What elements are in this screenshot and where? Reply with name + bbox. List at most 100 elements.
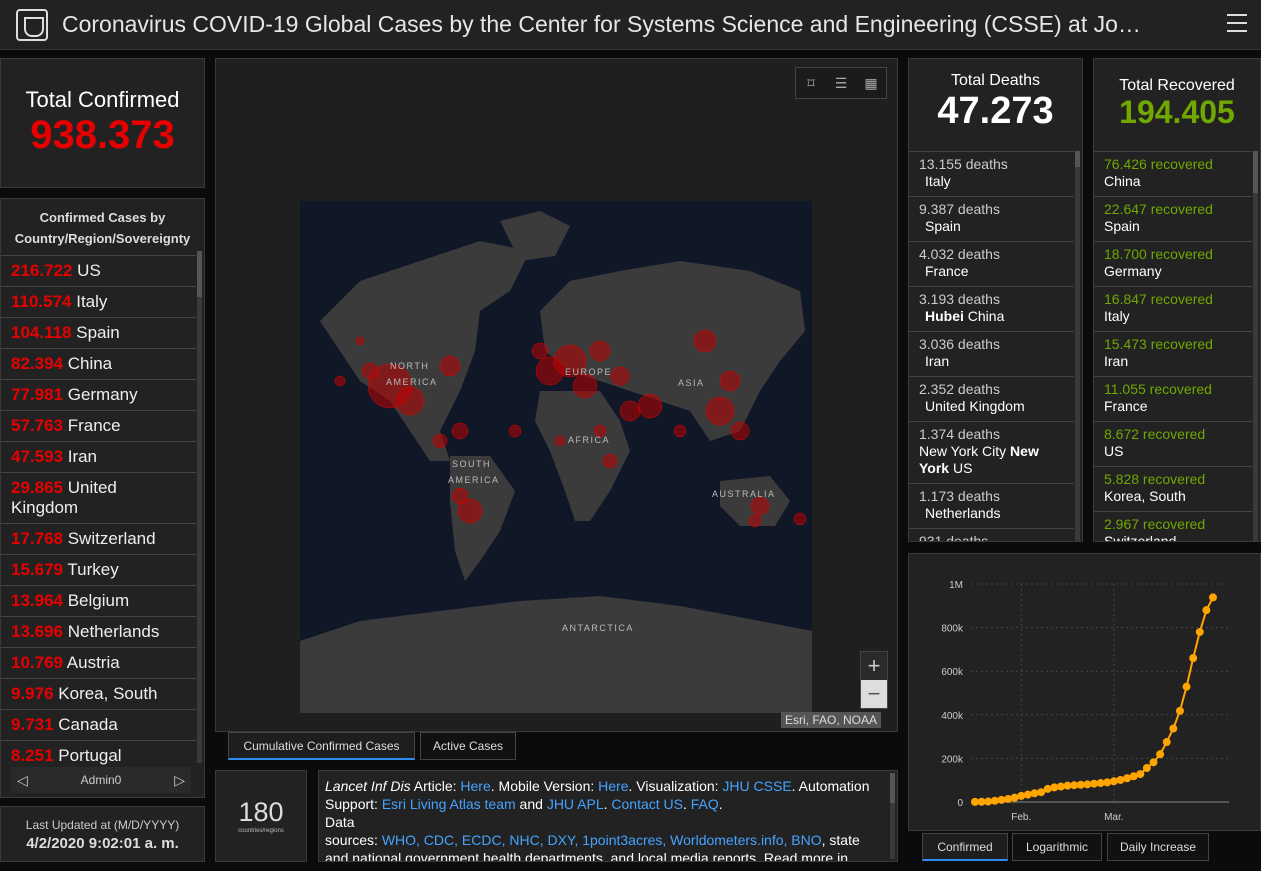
stat-list-item[interactable]: 1.173 deaths Netherlands xyxy=(909,483,1074,528)
country-list-item[interactable]: 8.251 Portugal xyxy=(1,740,196,765)
case-bubble xyxy=(750,496,770,516)
mobile-link[interactable]: Here xyxy=(598,778,629,794)
stat-list-item[interactable]: 22.647 recovered Spain xyxy=(1094,196,1252,241)
stat-list-item[interactable]: 1.374 deaths New York City New York US xyxy=(909,421,1074,483)
stat-list-item[interactable]: 11.055 recovered France xyxy=(1094,376,1252,421)
chart-point xyxy=(977,797,986,806)
country-list-item[interactable]: 9.976 Korea, South xyxy=(1,678,196,709)
stat-place: Iran xyxy=(925,353,950,369)
stat-list-item[interactable]: 9.387 deaths Spain xyxy=(909,196,1074,241)
country-count: 8.251 xyxy=(11,746,54,765)
chart-point xyxy=(1070,781,1079,790)
faq-link[interactable]: FAQ xyxy=(690,796,719,812)
hamburger-menu-icon[interactable] xyxy=(1227,14,1247,32)
admin-selector[interactable]: ◁ Admin0 ▷ xyxy=(11,767,191,793)
country-count: 15.679 xyxy=(11,560,63,579)
article-link[interactable]: Here xyxy=(460,778,491,794)
country-list-item[interactable]: 82.394 China xyxy=(1,348,196,379)
stat-place: New York City New York US xyxy=(919,443,1039,476)
case-bubble xyxy=(693,329,717,353)
stat-list-item[interactable]: 2.352 deaths United Kingdom xyxy=(909,376,1074,421)
jhu-csse-link[interactable]: JHU CSSE xyxy=(722,778,792,794)
info-scrollbar[interactable] xyxy=(890,773,895,859)
chart-x-tick-label: Mar. xyxy=(1104,812,1123,823)
country-list-item[interactable]: 110.574 Italy xyxy=(1,286,196,317)
stat-list-item[interactable]: 8.672 recovered US xyxy=(1094,421,1252,466)
country-list-item[interactable]: 216.722 US xyxy=(1,255,196,286)
case-bubble xyxy=(457,498,483,524)
stat-list-item[interactable]: 931 deaths xyxy=(909,528,1074,541)
stat-list-item[interactable]: 3.193 deaths Hubei China xyxy=(909,286,1074,331)
stat-list-item[interactable]: 3.036 deaths Iran xyxy=(909,331,1074,376)
map-region-label: AMERICA xyxy=(386,377,438,387)
country-name: Spain xyxy=(71,323,120,342)
country-list-item[interactable]: 47.593 Iran xyxy=(1,441,196,472)
south-america-shape xyxy=(450,456,515,581)
stat-list-item[interactable]: 15.473 recovered Iran xyxy=(1094,331,1252,376)
case-bubble xyxy=(451,487,469,505)
tab-active-cases[interactable]: Active Cases xyxy=(420,732,516,760)
stat-list-item[interactable]: 18.700 recovered Germany xyxy=(1094,241,1252,286)
tab-logarithmic[interactable]: Logarithmic xyxy=(1012,833,1102,861)
tab-cumulative-confirmed[interactable]: Cumulative Confirmed Cases xyxy=(228,732,415,760)
stat-count: 13.155 deaths xyxy=(919,156,1008,172)
jhu-apl-link[interactable]: JHU APL xyxy=(546,796,604,812)
case-bubble xyxy=(610,366,630,386)
zoom-out-button[interactable]: − xyxy=(861,680,887,708)
recovered-scrollbar[interactable] xyxy=(1253,151,1258,541)
prev-arrow-icon[interactable]: ◁ xyxy=(17,771,28,788)
country-count: 82.394 xyxy=(11,354,63,373)
country-list-item[interactable]: 29.865 United Kingdom xyxy=(1,472,196,523)
basemap-gallery-icon[interactable]: ▦ xyxy=(864,74,878,91)
case-bubble xyxy=(619,400,641,422)
next-arrow-icon[interactable]: ▷ xyxy=(174,771,185,788)
chart-point xyxy=(1123,774,1132,783)
chart-point xyxy=(1195,627,1204,636)
country-count: 9.731 xyxy=(11,715,54,734)
country-count: 77.981 xyxy=(11,385,63,404)
legend-list-icon[interactable]: ☰ xyxy=(834,74,848,91)
bookmark-icon[interactable]: ⌑ xyxy=(807,74,815,91)
esri-link[interactable]: Esri Living Atlas team xyxy=(381,796,516,812)
contact-link[interactable]: Contact US xyxy=(611,796,683,812)
country-list-item[interactable]: 57.763 France xyxy=(1,410,196,441)
deaths-list[interactable]: 13.155 deaths Italy 9.387 deaths Spain 4.032… xyxy=(909,151,1074,541)
chart-y-tick-label: 400k xyxy=(941,711,964,722)
chart-x-tick-label: Feb. xyxy=(1011,812,1031,823)
chart-point xyxy=(1090,779,1098,788)
country-list-item[interactable]: 15.679 Turkey xyxy=(1,554,196,585)
country-list-scrollbar[interactable] xyxy=(197,251,202,763)
chart-point xyxy=(1109,777,1118,786)
stat-list-item[interactable]: 5.828 recovered Korea, South xyxy=(1094,466,1252,511)
sources-links[interactable]: WHO, CDC, ECDC, NHC, DXY, 1point3acres, … xyxy=(381,832,822,848)
country-list[interactable]: 216.722 US 110.574 Italy 104.118 Spain 82.3… xyxy=(1,255,196,765)
stat-list-item[interactable]: 76.426 recovered China xyxy=(1094,151,1252,196)
world-map[interactable]: NORTH AMERICA EUROPE ASIA AFRICA SOUTH AMERICA… xyxy=(300,201,812,713)
stat-list-item[interactable]: 2.967 recovered Switzerland xyxy=(1094,511,1252,541)
stat-list-item[interactable]: 16.847 recovered Italy xyxy=(1094,286,1252,331)
country-list-item[interactable]: 104.118 Spain xyxy=(1,317,196,348)
case-bubble xyxy=(719,370,741,392)
country-count: 29.865 xyxy=(11,478,63,497)
zoom-in-button[interactable]: + xyxy=(867,653,881,678)
stat-list-item[interactable]: 4.032 deaths France xyxy=(909,241,1074,286)
country-list-item[interactable]: 17.768 Switzerland xyxy=(1,523,196,554)
country-list-header: Confirmed Cases by Country/Region/Sovere… xyxy=(14,210,191,246)
chart-point xyxy=(1209,593,1217,602)
stat-place: Iran xyxy=(1104,353,1129,369)
recovered-list[interactable]: 76.426 recovered China 22.647 recovered Spa… xyxy=(1094,151,1252,541)
tab-confirmed[interactable]: Confirmed xyxy=(922,833,1008,861)
country-list-item[interactable]: 13.696 Netherlands xyxy=(1,616,196,647)
country-list-item[interactable]: 13.964 Belgium xyxy=(1,585,196,616)
stat-list-item[interactable]: 13.155 deaths Italy xyxy=(909,151,1074,196)
map-attribution: Esri, FAO, NOAA xyxy=(781,712,882,728)
deaths-scrollbar[interactable] xyxy=(1075,151,1080,541)
country-list-item[interactable]: 10.769 Austria xyxy=(1,647,196,678)
confirmed-cases-chart: 0 200k 400k 600k 800k 1M Feb. Mar. xyxy=(941,580,1229,823)
country-list-item[interactable]: 9.731 Canada xyxy=(1,709,196,740)
case-bubble xyxy=(602,453,618,469)
tab-daily-increase[interactable]: Daily Increase xyxy=(1107,833,1209,861)
chart-point xyxy=(1182,682,1191,691)
chart-y-tick-label: 600k xyxy=(941,667,964,678)
country-list-item[interactable]: 77.981 Germany xyxy=(1,379,196,410)
